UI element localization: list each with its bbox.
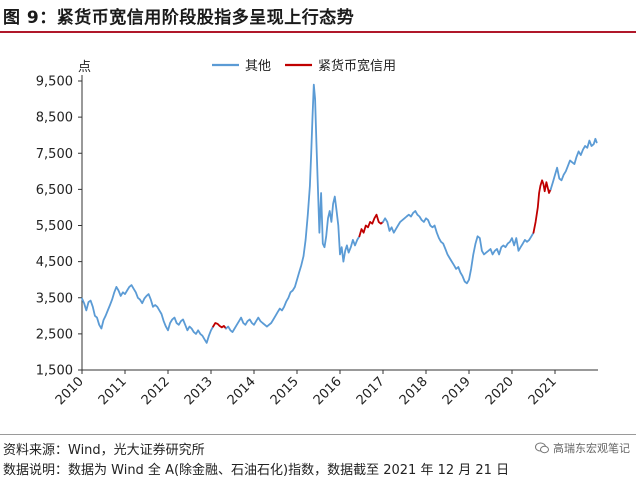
- x-tick-label: 2010: [53, 374, 87, 408]
- title-divider: [0, 31, 636, 33]
- y-tick-label: 4,500: [36, 255, 73, 270]
- y-tick-label: 6,500: [36, 183, 73, 198]
- y-tick-label: 7,500: [36, 147, 73, 162]
- y-tick-label: 5,500: [36, 219, 73, 234]
- legend-label: 其他: [245, 59, 271, 74]
- series-line-tight-money: [212, 322, 227, 330]
- y-tick-label: 1,500: [36, 364, 73, 379]
- x-tick-label: 2014: [225, 374, 259, 408]
- x-tick-label: 2019: [440, 374, 474, 408]
- series-line-other: [382, 210, 535, 285]
- y-tick-label: 8,500: [36, 111, 73, 126]
- line-chart: 1,500 2,500 3,500 4,500 5,500 6,500 7,500 8,500…: [36, 58, 598, 408]
- y-tick-label: 2,500: [36, 327, 73, 342]
- x-tick-label: 2013: [182, 374, 216, 408]
- x-tick-label: 2021: [526, 374, 560, 408]
- x-tick-label: 2020: [483, 374, 517, 408]
- source-note: 资料来源：Wind，光大证券研究所: [3, 443, 205, 458]
- y-tick-label: 9,500: [36, 75, 73, 90]
- watermark: 高瑞东宏观笔记: [535, 440, 630, 456]
- title-bar: 图 9：紧货币宽信用阶段股指多呈现上行态势: [0, 0, 636, 30]
- wechat-icon: [535, 442, 549, 454]
- x-tick-label: 2012: [139, 374, 173, 408]
- x-tick-label: 2017: [354, 374, 388, 408]
- series-line-other: [81, 284, 214, 344]
- figure-title: 图 9：紧货币宽信用阶段股指多呈现上行态势: [3, 7, 355, 28]
- watermark-text: 高瑞东宏观笔记: [553, 442, 630, 455]
- chart-area: 1,500 2,500 3,500 4,500 5,500 6,500 7,500 8,500…: [0, 36, 636, 431]
- x-tick-label: 2015: [268, 374, 302, 408]
- legend-label: 紧货币宽信用: [318, 58, 396, 74]
- data-note: 数据说明：数据为 Wind 全 A(除金融、石油石化)指数，数据截至 2021 …: [3, 463, 510, 478]
- series-line-tight-money: [532, 179, 552, 234]
- x-tick-label: 2011: [96, 374, 130, 408]
- y-tick-label: 3,500: [36, 291, 73, 306]
- series-line-other: [225, 83, 361, 333]
- x-tick-label: 2018: [397, 374, 431, 408]
- series-line-tight-money: [358, 213, 384, 238]
- footer-divider: [0, 434, 636, 435]
- x-tick-label: 2016: [311, 374, 345, 408]
- y-axis-label: 点: [78, 60, 91, 75]
- series-line-other: [549, 137, 598, 191]
